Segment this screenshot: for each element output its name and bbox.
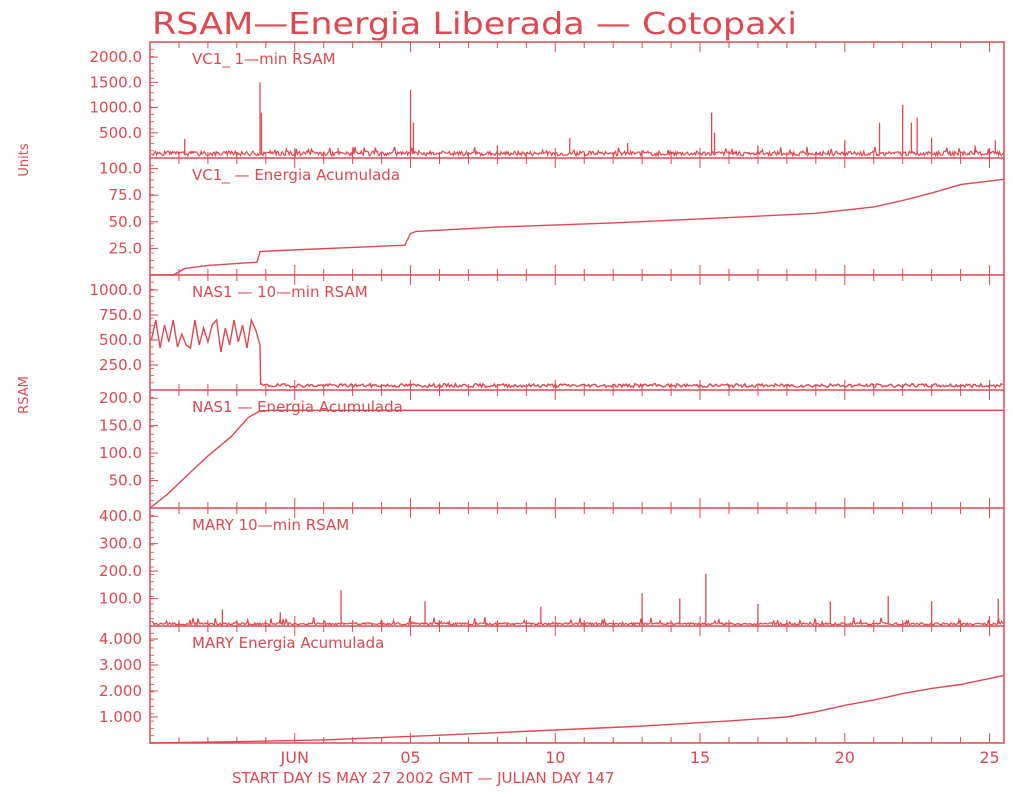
- series-line: [150, 146, 1005, 158]
- panel-title: NAS1 — 10—min RSAM: [192, 283, 368, 301]
- x-axis-footer: START DAY IS MAY 27 2002 GMT — JULIAN DA…: [232, 769, 614, 787]
- y-tick-label: 250.0: [99, 356, 142, 374]
- x-tick-label: 05: [400, 748, 420, 767]
- panel-title: MARY Energia Acumulada: [192, 634, 384, 652]
- series-line: [149, 409, 1004, 509]
- series-line: [150, 317, 1003, 389]
- y-tick-label: 200.0: [99, 562, 142, 580]
- y-side-label-units: Units: [17, 143, 32, 176]
- y-tick-label: 300.0: [99, 535, 142, 553]
- panel-title: VC1_ 1—min RSAM: [192, 50, 336, 69]
- y-tick-label: 1.000: [99, 708, 142, 726]
- panel-title: MARY 10—min RSAM: [192, 516, 349, 534]
- y-tick-label: 3.000: [99, 656, 142, 674]
- x-tick-label: 25: [979, 748, 999, 767]
- series-line: [151, 616, 1004, 627]
- y-tick-label: 1000.0: [90, 99, 143, 117]
- y-tick-label: 100.0: [99, 444, 142, 462]
- y-tick-label: 200.0: [99, 389, 142, 407]
- y-side-label-rsam: RSAM: [17, 376, 32, 414]
- y-tick-label: 150.0: [99, 417, 142, 435]
- y-tick-label: 500.0: [99, 124, 142, 142]
- x-tick-label: 15: [690, 748, 710, 767]
- y-tick-label: 100.0: [99, 590, 142, 608]
- y-tick-label: 4.000: [99, 630, 142, 648]
- series-line: [150, 178, 1005, 276]
- y-tick-label: 100.0: [99, 160, 142, 178]
- y-tick-label: 750.0: [99, 306, 142, 324]
- y-tick-label: 2000.0: [90, 48, 143, 66]
- series-line: [149, 674, 1005, 744]
- y-tick-label: 2.000: [99, 682, 142, 700]
- y-tick-label: 1000.0: [90, 281, 143, 299]
- x-tick-label: JUN: [280, 748, 309, 767]
- y-tick-label: 1500.0: [90, 73, 143, 91]
- x-tick-label: 10: [545, 748, 565, 767]
- chart-title: RSAM—Energia Liberada — Cotopaxi: [152, 7, 797, 42]
- x-tick-label: 20: [835, 748, 855, 767]
- y-tick-label: 50.0: [109, 472, 142, 490]
- y-tick-label: 75.0: [109, 186, 142, 204]
- y-tick-label: 50.0: [109, 213, 142, 231]
- y-tick-label: 25.0: [109, 239, 142, 257]
- panel-title: VC1_ — Energia Acumulada: [192, 166, 400, 185]
- y-tick-label: 400.0: [99, 507, 142, 525]
- panel-title: NAS1 — Energia Acumulada: [192, 398, 403, 416]
- y-tick-label: 500.0: [99, 331, 142, 349]
- plot-frame: [149, 41, 1005, 744]
